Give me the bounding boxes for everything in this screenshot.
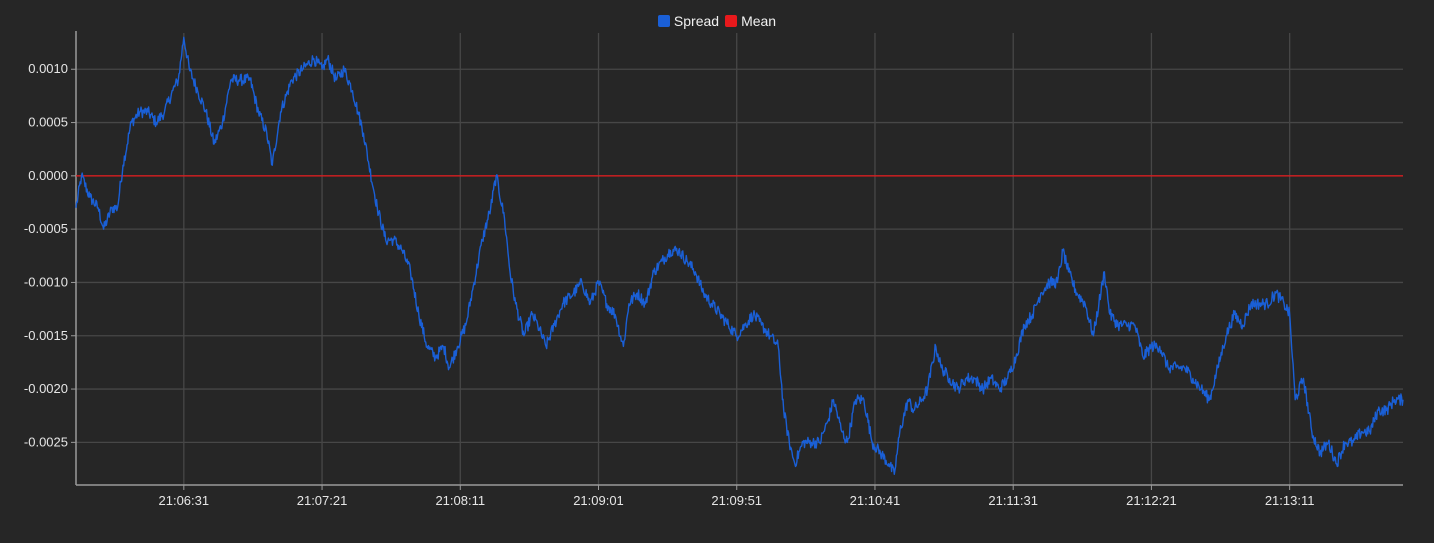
x-tick-label: 21:10:41 — [850, 493, 901, 508]
x-tick-label: 21:09:01 — [573, 493, 624, 508]
legend-item-spread[interactable]: Spread — [657, 13, 720, 29]
x-tick-label: 21:11:31 — [988, 493, 1038, 508]
y-tick-label: -0.0020 — [24, 381, 68, 396]
legend-label-mean: Mean — [741, 13, 777, 29]
y-tick-label: 0.0000 — [28, 168, 68, 183]
x-tick-label: 21:12:21 — [1126, 493, 1177, 508]
legend-label-spread: Spread — [673, 13, 720, 29]
x-tick-label: 21:13:11 — [1265, 493, 1315, 508]
x-tick-label: 21:06:31 — [159, 493, 210, 508]
y-tick-label: -0.0015 — [24, 328, 68, 343]
y-tick-label: -0.0010 — [24, 274, 68, 289]
y-tick-label: 0.0010 — [28, 61, 68, 76]
spread-line — [75, 36, 1404, 475]
x-tick-label: 21:07:21 — [297, 493, 348, 508]
y-tick-label: -0.0005 — [24, 221, 68, 236]
x-tick-label: 21:09:51 — [711, 493, 762, 508]
legend-item-mean[interactable]: Mean — [725, 13, 776, 29]
legend-swatch-mean — [725, 15, 738, 27]
y-tick-label: -0.0025 — [24, 434, 68, 449]
legend: Spread Mean — [0, 13, 1434, 29]
y-tick-label: 0.0005 — [28, 115, 68, 130]
legend-swatch-spread — [657, 15, 670, 27]
x-tick-label: 21:08:11 — [435, 493, 485, 508]
